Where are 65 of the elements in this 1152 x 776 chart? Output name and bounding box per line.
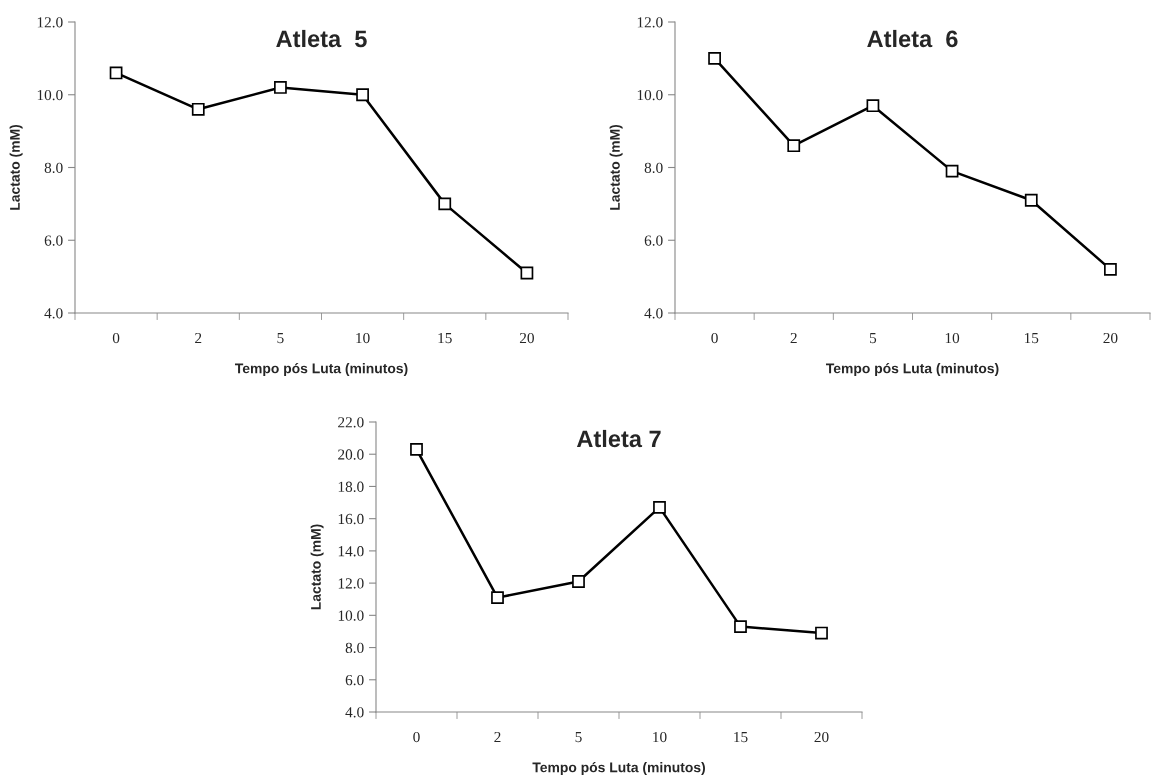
point <box>356 88 369 102</box>
point <box>815 626 828 640</box>
chart-title: Atleta 6 <box>867 29 958 48</box>
point <box>866 99 880 113</box>
y-tick-label: 10.0 <box>37 89 63 101</box>
point <box>734 620 747 634</box>
x-axis-title: Tempo pós Luta (minutos) <box>825 362 999 377</box>
y-tick-label: 4.0 <box>345 707 364 718</box>
x-tick-label: 15 <box>734 731 748 743</box>
y-tick-label: 4.0 <box>644 308 663 319</box>
point <box>1024 193 1038 207</box>
x-axis-title: Tempo pós Luta (minutos) <box>234 362 408 377</box>
point <box>491 591 504 605</box>
x-tick-label: 0 <box>112 332 120 344</box>
point <box>945 164 959 178</box>
x-tick-label: 2 <box>195 332 202 344</box>
y-tick-label: 12.0 <box>637 17 663 28</box>
y-axis-title: Lactato (mM) <box>9 124 23 210</box>
x-tick-label: 10 <box>356 332 370 344</box>
x-axis-title: Tempo pós Luta (minutos) <box>532 761 705 776</box>
point <box>191 102 205 116</box>
chart-title: Atleta 5 <box>276 29 367 48</box>
point <box>109 66 123 80</box>
x-tick-label: 5 <box>277 333 284 344</box>
x-tick-label: 0 <box>711 332 718 344</box>
point <box>1104 262 1117 276</box>
x-tick-label: 15 <box>1024 332 1039 344</box>
y-tick-label: 8.0 <box>345 642 364 654</box>
y-tick-label: 6.0 <box>44 235 63 246</box>
chart-title: Atleta 7 <box>576 429 661 448</box>
point <box>274 81 287 94</box>
x-tick-label: 20 <box>519 332 534 344</box>
y-tick-label: 8.0 <box>44 162 63 174</box>
x-tick-label: 10 <box>653 731 667 743</box>
x-tick-label: 15 <box>438 332 452 344</box>
y-tick-label: 14.0 <box>338 546 364 557</box>
y-tick-label: 12.0 <box>338 578 364 589</box>
x-tick-label: 2 <box>790 332 797 344</box>
x-tick-label: 2 <box>494 731 501 743</box>
y-tick-label: 4.0 <box>44 308 63 319</box>
y-tick-label: 6.0 <box>644 235 663 246</box>
y-tick-label: 10.0 <box>338 610 364 621</box>
point <box>708 51 721 65</box>
x-tick-label: 5 <box>575 732 582 743</box>
x-tick-label: 0 <box>413 731 420 743</box>
y-tick-label: 18.0 <box>338 481 364 492</box>
point <box>572 575 585 588</box>
y-tick-label: 22.0 <box>338 417 364 428</box>
x-tick-label: 20 <box>1103 332 1118 344</box>
y-tick-label: 20.0 <box>338 449 364 460</box>
y-axis-title: Lactato (mM) <box>310 524 324 610</box>
y-tick-label: 16.0 <box>338 513 364 525</box>
point <box>787 139 801 153</box>
y-tick-label: 6.0 <box>345 674 364 686</box>
point <box>520 266 534 280</box>
y-tick-label: 10.0 <box>637 89 663 101</box>
y-tick-label: 8.0 <box>644 162 663 174</box>
y-tick-label: 12.0 <box>37 17 63 28</box>
y-axis-title: Lactato (mM) <box>609 124 623 210</box>
x-tick-label: 5 <box>869 333 877 344</box>
point <box>438 197 452 211</box>
point <box>653 500 666 514</box>
point <box>410 442 423 456</box>
x-tick-label: 20 <box>814 731 829 743</box>
x-tick-label: 10 <box>945 332 960 344</box>
